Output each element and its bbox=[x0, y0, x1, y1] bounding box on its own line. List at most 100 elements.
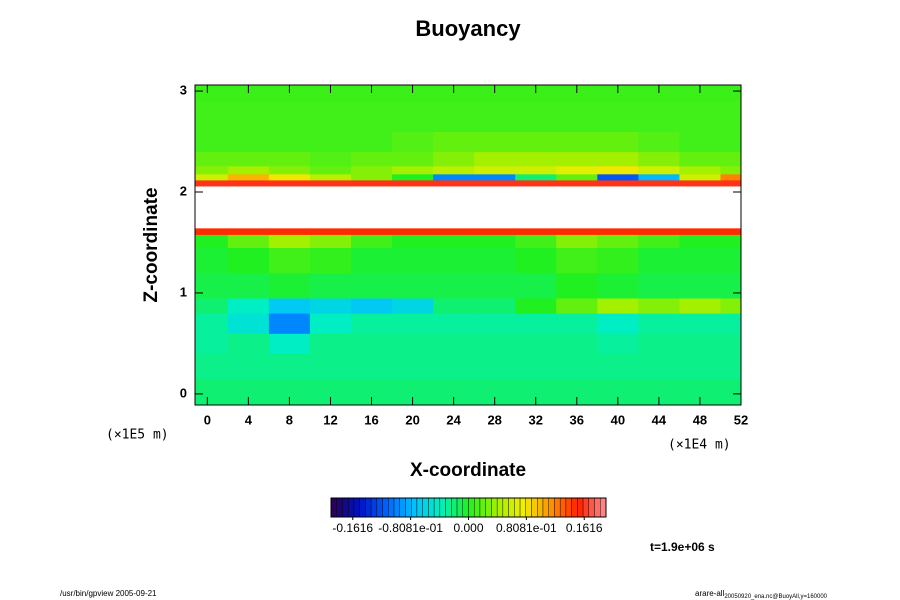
heat-cell bbox=[268, 165, 311, 175]
heat-cell bbox=[638, 333, 680, 355]
x-tick-label: 0 bbox=[204, 412, 211, 427]
colorbar-level bbox=[416, 497, 423, 518]
heat-cell bbox=[227, 234, 270, 249]
heat-cell bbox=[309, 228, 352, 235]
heat-cell bbox=[309, 101, 352, 132]
plot-frame bbox=[194, 84, 742, 406]
heat-cell bbox=[195, 272, 229, 299]
heat-cell bbox=[309, 151, 352, 167]
heat-cell bbox=[268, 333, 311, 355]
heat-cell bbox=[195, 234, 229, 249]
heat-cell bbox=[268, 247, 311, 274]
heat-cell bbox=[195, 101, 229, 132]
heat-cell bbox=[474, 165, 516, 175]
heat-cell bbox=[638, 228, 680, 235]
heat-cell bbox=[351, 151, 393, 167]
heat-cell bbox=[195, 165, 229, 175]
colorbar-level bbox=[405, 497, 412, 518]
heat-cell bbox=[679, 179, 721, 187]
heat-cell bbox=[433, 228, 475, 235]
heat-cell bbox=[638, 179, 680, 187]
colorbar-level bbox=[365, 497, 372, 518]
heat-cell bbox=[268, 101, 311, 132]
heat-cell bbox=[392, 85, 434, 102]
heat-cell bbox=[556, 131, 598, 153]
heat-cell bbox=[268, 272, 311, 299]
heat-cell bbox=[638, 353, 680, 380]
x-tick-label: 24 bbox=[446, 412, 461, 427]
heat-cell bbox=[556, 333, 598, 355]
heat-cell bbox=[351, 179, 393, 187]
heat-cell bbox=[597, 179, 639, 187]
heat-cell bbox=[515, 151, 557, 167]
heat-cell bbox=[720, 353, 742, 380]
colorbar-level bbox=[502, 497, 509, 518]
heat-cell bbox=[638, 297, 680, 314]
heat-cell bbox=[351, 247, 393, 274]
colorbar-level bbox=[496, 497, 504, 518]
heat-cell bbox=[309, 313, 352, 334]
colorbar-level bbox=[468, 497, 475, 518]
heat-cell bbox=[556, 234, 598, 249]
heat-cell bbox=[351, 173, 393, 181]
colorbar-level bbox=[433, 497, 441, 518]
heat-cell bbox=[556, 173, 598, 181]
heat-cell bbox=[227, 179, 270, 187]
heat-cell bbox=[227, 247, 270, 274]
heat-cell bbox=[195, 228, 229, 235]
x-unit: (×1E4 m) bbox=[668, 438, 731, 453]
colorbar-level bbox=[565, 497, 572, 518]
heat-cell bbox=[638, 151, 680, 167]
heat-cell bbox=[351, 101, 393, 132]
heat-cell bbox=[597, 333, 639, 355]
heat-cell bbox=[195, 297, 229, 314]
colorbar-tick-label: -0.8081e-01 bbox=[378, 521, 443, 535]
colorbar-level bbox=[382, 497, 389, 518]
heat-cell bbox=[515, 313, 557, 334]
heat-cell bbox=[227, 131, 270, 153]
heat-cell bbox=[433, 313, 475, 334]
heat-cell bbox=[474, 228, 516, 235]
x-tick-label: 16 bbox=[364, 412, 378, 427]
heat-cell bbox=[597, 165, 639, 175]
footer-right: arare-all20050920_ena.nc@BuoyAll,y=16000… bbox=[695, 589, 828, 599]
heat-cell bbox=[309, 333, 352, 355]
x-tick-label: 36 bbox=[570, 412, 584, 427]
heat-cell bbox=[556, 247, 598, 274]
heat-cell bbox=[679, 85, 721, 102]
colorbar-tick-label: -0.1616 bbox=[332, 521, 373, 535]
heat-cell bbox=[392, 131, 434, 153]
colorbar-level bbox=[485, 497, 492, 518]
colorbar-level bbox=[508, 497, 515, 518]
colorbar-level bbox=[474, 497, 481, 518]
heat-cell bbox=[268, 151, 311, 167]
heat-cell bbox=[638, 165, 680, 175]
colorbar-level bbox=[542, 497, 549, 518]
heat-cell bbox=[638, 173, 680, 181]
heat-cell bbox=[556, 85, 598, 102]
heat-cell bbox=[351, 333, 393, 355]
heat-cell bbox=[227, 313, 270, 334]
heat-cell bbox=[433, 131, 475, 153]
heat-cell bbox=[556, 179, 598, 187]
heat-cell bbox=[268, 313, 311, 334]
heat-cell bbox=[720, 85, 742, 102]
heat-cell bbox=[309, 165, 352, 175]
heat-cell bbox=[309, 272, 352, 299]
heat-cell bbox=[515, 173, 557, 181]
heat-cell bbox=[227, 228, 270, 235]
colorbar-level bbox=[370, 497, 378, 518]
heat-cell bbox=[515, 85, 557, 102]
colorbar-level bbox=[582, 497, 590, 518]
heat-cell bbox=[392, 151, 434, 167]
heat-cell bbox=[597, 173, 639, 181]
heat-cell bbox=[392, 333, 434, 355]
x-tick-label: 44 bbox=[652, 412, 667, 427]
colorbar-level bbox=[479, 497, 486, 518]
x-tick-label: 48 bbox=[693, 412, 707, 427]
time-label: t=1.9e+06 s bbox=[650, 540, 715, 554]
heat-cell bbox=[597, 151, 639, 167]
heat-cell bbox=[392, 313, 434, 334]
heat-cell bbox=[515, 247, 557, 274]
heat-cell bbox=[268, 173, 311, 181]
